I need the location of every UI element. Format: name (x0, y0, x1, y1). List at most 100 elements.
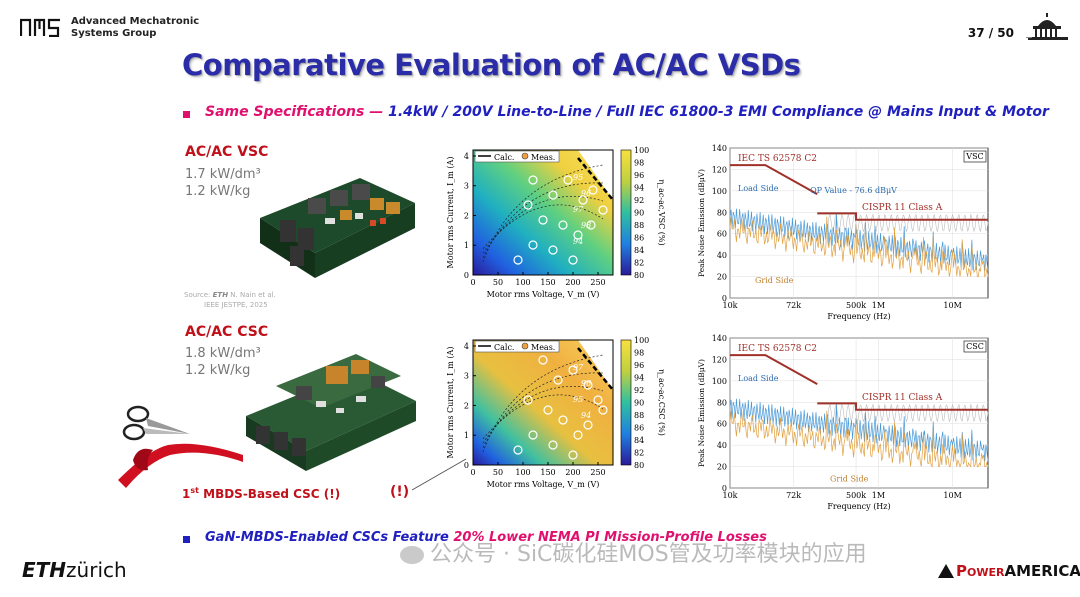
colorbar-tick-label: 82 (634, 259, 644, 268)
measurement-point (578, 195, 588, 205)
infeasible-region (578, 150, 613, 200)
converter-tag: CSC (966, 342, 984, 351)
colorbar-tick-label: 94 (634, 374, 644, 383)
iec-limit-line (730, 164, 818, 195)
x-tick-label: 10k (722, 491, 737, 500)
y-tick-label: 40 (717, 441, 727, 450)
grid-side-spectrum (729, 216, 989, 278)
iec-limit-label: IEC TS 62578 C2 (738, 344, 817, 354)
vsc-densities: 1.7 kW/dm³ 1.2 kW/kg (185, 166, 261, 200)
colorbar-label: η_ac-ac,CSC (%) (657, 369, 666, 436)
measurement-point (513, 255, 523, 265)
infeasible-region (578, 340, 613, 390)
vsc-hardware-photo (260, 178, 415, 278)
pointer-line (411, 458, 467, 491)
y-tick-label: 1 (464, 241, 469, 250)
wechat-icon (400, 546, 424, 564)
x-tick-label: 72k (786, 301, 801, 310)
measurement-point (568, 450, 578, 460)
cispr-limit-line (817, 212, 988, 221)
colorbar-tick-label: 80 (634, 461, 644, 470)
mbds-caption: 1st MBDS-Based CSC (!) (182, 486, 341, 501)
y-tick-label: 40 (717, 251, 727, 260)
measurement-point (523, 395, 533, 405)
x-tick-label: 0 (470, 468, 475, 477)
x-tick-label: 10k (722, 301, 737, 310)
measurement-point (588, 185, 598, 195)
load-side-label: Load Side (738, 374, 779, 383)
vsc-mass-density: 1.2 kW/kg (185, 184, 251, 199)
colorbar-tick-label: 98 (634, 349, 644, 358)
grid-side-label: Grid Side (830, 475, 869, 484)
measurement-point (548, 440, 558, 450)
legend-box (474, 340, 560, 353)
legend-meas: Meas. (531, 153, 555, 162)
contour-label: 96 (581, 379, 591, 388)
y-tick-label: 2 (464, 401, 469, 410)
measurement-point (548, 190, 558, 200)
legend-meas-marker (521, 152, 529, 160)
grid-side-label: Grid Side (755, 276, 794, 285)
y-tick-label: 60 (717, 230, 727, 239)
x-axis-label: Motor rms Voltage, V_m (V) (487, 480, 600, 489)
legend-meas: Meas. (531, 343, 555, 352)
x-tick-label: 500k (846, 301, 866, 310)
vsc-vol-density: 1.7 kW/dm³ (185, 167, 261, 182)
measurement-point (558, 415, 568, 425)
slide-title: Comparative Evaluation of AC/AC VSDs (182, 48, 801, 82)
x-tick-label: 10M (943, 491, 961, 500)
measurement-point (553, 375, 563, 385)
y-axis-label: Motor rms Current, I_m (A) (446, 347, 455, 459)
colorbar-tick-label: 88 (634, 221, 644, 230)
x-tick-label: 1M (872, 491, 885, 500)
y-tick-label: 3 (464, 182, 469, 191)
ams-logo (20, 18, 60, 37)
limit-boundary (577, 347, 614, 391)
measurement-point (558, 220, 568, 230)
colorbar-tick-label: 92 (634, 386, 644, 395)
colorbar-tick-label: 84 (634, 436, 644, 445)
x-tick-label: 200 (565, 278, 580, 287)
measurement-point (598, 205, 608, 215)
eth-zurich-logo: ETHzürich (22, 558, 127, 582)
y-tick-label: 0 (722, 484, 727, 493)
csc-mass-density: 1.2 kW/kg (185, 363, 251, 378)
x-tick-label: 50 (493, 468, 503, 477)
contour-line (482, 385, 604, 444)
measurement-point (543, 405, 553, 415)
plot-frame (472, 339, 614, 466)
specs-text: 1.4kW / 200V Line-to-Line / Full IEC 618… (388, 104, 1049, 120)
csc-densities: 1.8 kW/dm³ 1.2 kW/kg (185, 345, 261, 379)
measurement-point (568, 365, 578, 375)
contour-label: 95 (573, 395, 583, 404)
measurement-point (523, 200, 533, 210)
x-tick-label: 200 (565, 468, 580, 477)
y-tick-label: 120 (712, 165, 727, 174)
y-tick-label: 100 (712, 187, 727, 196)
vsc-label: AC/AC VSC (185, 144, 269, 160)
cispr-limit-line (817, 402, 988, 411)
y-tick-label: 20 (717, 273, 727, 282)
colorbar-tick-label: 96 (634, 171, 644, 180)
contour-line (482, 394, 604, 440)
limit-boundary (577, 157, 614, 201)
iec-limit-label: IEC TS 62578 C2 (738, 154, 817, 164)
colorbar-label: η_ac-ac,VSC (%) (657, 179, 666, 245)
iec-limit-line (730, 354, 818, 385)
measurement-point (538, 215, 548, 225)
y-axis-label: Peak Noise Emission (dBμV) (697, 359, 706, 467)
conclusion-line: GaN-MBDS-Enabled CSCs Feature 20% Lower … (205, 530, 767, 545)
colorbar (620, 339, 632, 466)
csc-hardware-photo (246, 354, 416, 471)
cispr-limit-label: CISPR 11 Class A (862, 203, 943, 213)
exclamation-note: (!) (390, 484, 410, 500)
y-tick-label: 120 (712, 355, 727, 364)
x-tick-label: 72k (786, 491, 801, 500)
measurement-point (563, 175, 573, 185)
grid-side-spectrum (729, 410, 989, 468)
x-tick-label: 10M (943, 301, 961, 310)
colorbar-tick-label: 86 (634, 234, 644, 243)
colorbar-tick-label: 98 (634, 159, 644, 168)
colorbar-tick-label: 100 (634, 146, 649, 155)
y-axis-label: Peak Noise Emission (dBμV) (697, 169, 706, 277)
